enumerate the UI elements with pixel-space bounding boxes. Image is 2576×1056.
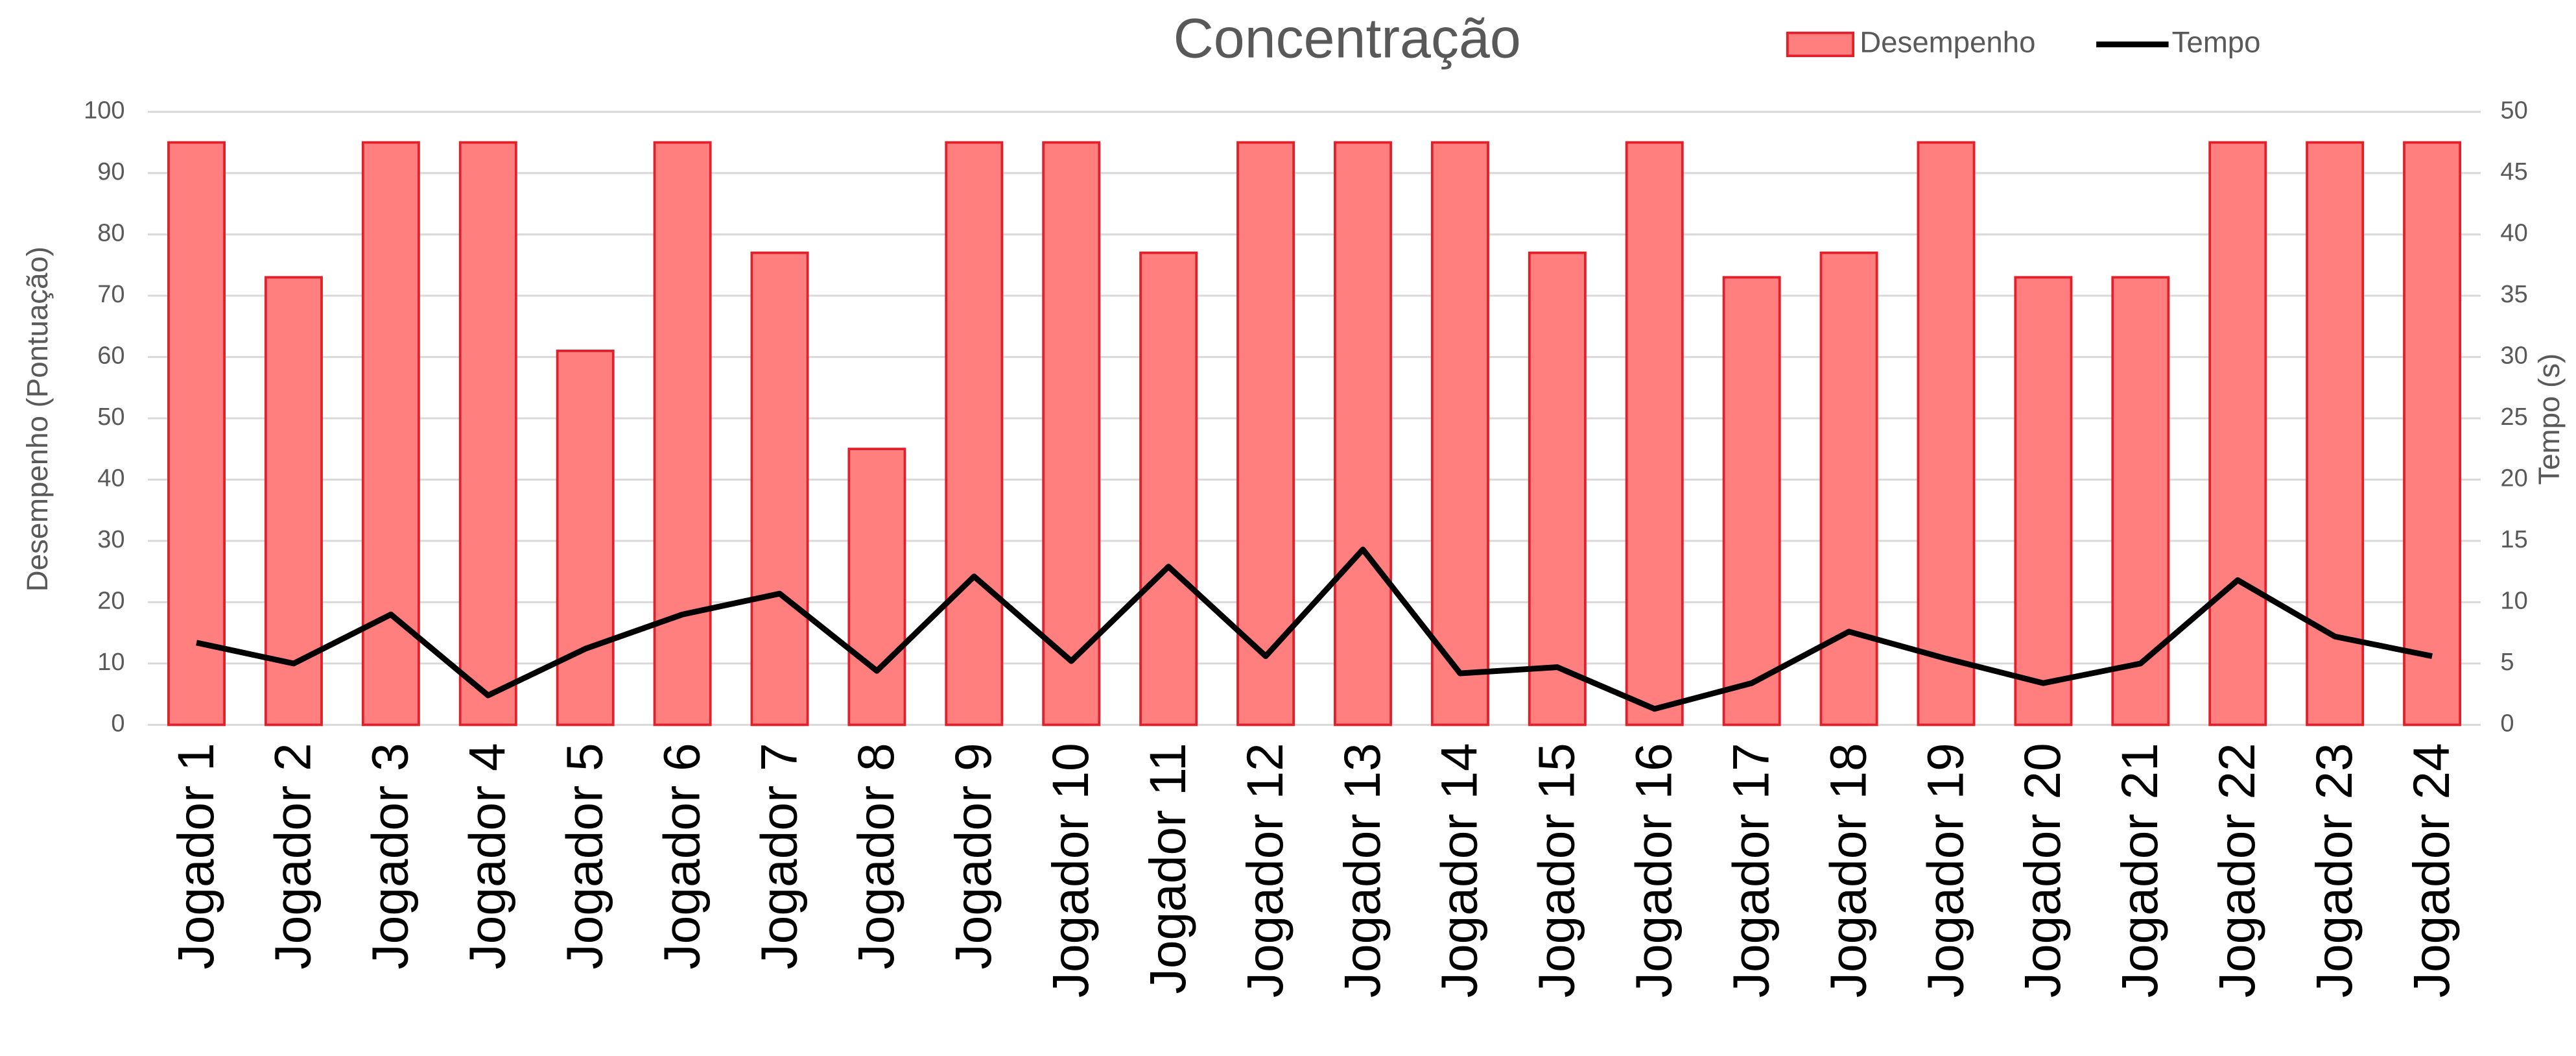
y-tick-label: 40 [97,464,124,492]
y2-tick-label: 5 [2500,649,2514,676]
bar [2014,276,2073,726]
x-tick-label: Jogador 21 [2111,743,2168,998]
x-tick-label: Jogador 12 [1236,743,1294,998]
x-tick-label: Jogador 15 [1528,743,1585,998]
bar [167,141,226,726]
y2-tick-label: 0 [2500,710,2514,737]
bar [1430,141,1489,726]
bar [1917,141,1976,726]
legend-swatch [1786,31,1855,58]
x-tick-label: Jogador 8 [847,743,904,969]
x-tick-label: Jogador 2 [265,743,322,969]
bar [458,141,517,726]
bar [361,141,420,726]
bar [1334,141,1392,726]
bar [2403,141,2462,726]
x-tick-label: Jogador 13 [1334,743,1391,998]
y2-tick-label: 40 [2500,219,2527,246]
x-tick-label: Jogador 24 [2403,743,2460,998]
bar [1625,141,1684,726]
y2-tick-label: 50 [2500,97,2527,124]
x-tick-label: Jogador 20 [2014,743,2071,998]
y-tick-label: 0 [111,710,124,737]
bar [847,448,906,726]
bar [556,350,615,726]
x-tick-label: Jogador 16 [1625,743,1683,998]
y-tick-label: 70 [97,281,124,308]
bar [1042,141,1101,726]
y-axis-title: Desempenho (Pontuação) [21,246,54,592]
y-tick-label: 20 [97,587,124,614]
chart-title: Concentração [1174,8,1521,70]
y-tick-label: 60 [97,342,124,369]
x-tick-label: Jogador 5 [556,743,613,969]
x-tick-label: Jogador 7 [750,743,807,969]
y-tick-label: 90 [97,158,124,186]
x-tick-label: Jogador 11 [1139,743,1196,994]
x-tick-label: Jogador 17 [1722,743,1779,998]
x-tick-label: Jogador 1 [167,743,224,969]
bar [1139,251,1198,726]
y2-tick-label: 25 [2500,403,2527,431]
x-tick-label: Jogador 10 [1042,743,1099,998]
x-tick-label: Jogador 19 [1917,743,1974,998]
bar [945,141,1004,726]
y-tick-label: 100 [84,97,124,124]
legend-label: Desempenho [1860,25,2035,58]
bar [750,251,809,726]
y-tick-label: 80 [97,219,124,246]
y2-tick-label: 15 [2500,526,2527,553]
y-tick-label: 30 [97,526,124,553]
bar [653,141,712,726]
legend-label: Tempo [2172,25,2261,58]
bar [2208,141,2267,726]
bar [2111,276,2170,726]
bar [1819,251,1878,726]
x-tick-label: Jogador 3 [362,743,419,969]
bar [264,276,323,726]
y2-tick-label: 30 [2500,342,2527,369]
bar [1528,251,1587,726]
x-tick-label: Jogador 4 [459,743,516,969]
y2-axis-title: Tempo (s) [2533,354,2566,485]
x-tick-label: Jogador 18 [1819,743,1876,998]
x-tick-label: Jogador 6 [653,743,710,969]
x-tick-label: Jogador 23 [2306,743,2363,998]
y-tick-label: 50 [97,403,124,431]
y-tick-label: 10 [97,649,124,676]
bar [1722,276,1781,726]
y2-tick-label: 45 [2500,158,2527,186]
x-tick-label: Jogador 14 [1431,743,1488,998]
x-tick-label: Jogador 22 [2208,743,2265,998]
bar [1236,141,1295,726]
y2-tick-label: 10 [2500,587,2527,614]
y2-tick-label: 20 [2500,464,2527,492]
x-tick-label: Jogador 9 [945,743,1002,969]
line [196,546,2433,712]
y2-tick-label: 35 [2500,281,2527,308]
